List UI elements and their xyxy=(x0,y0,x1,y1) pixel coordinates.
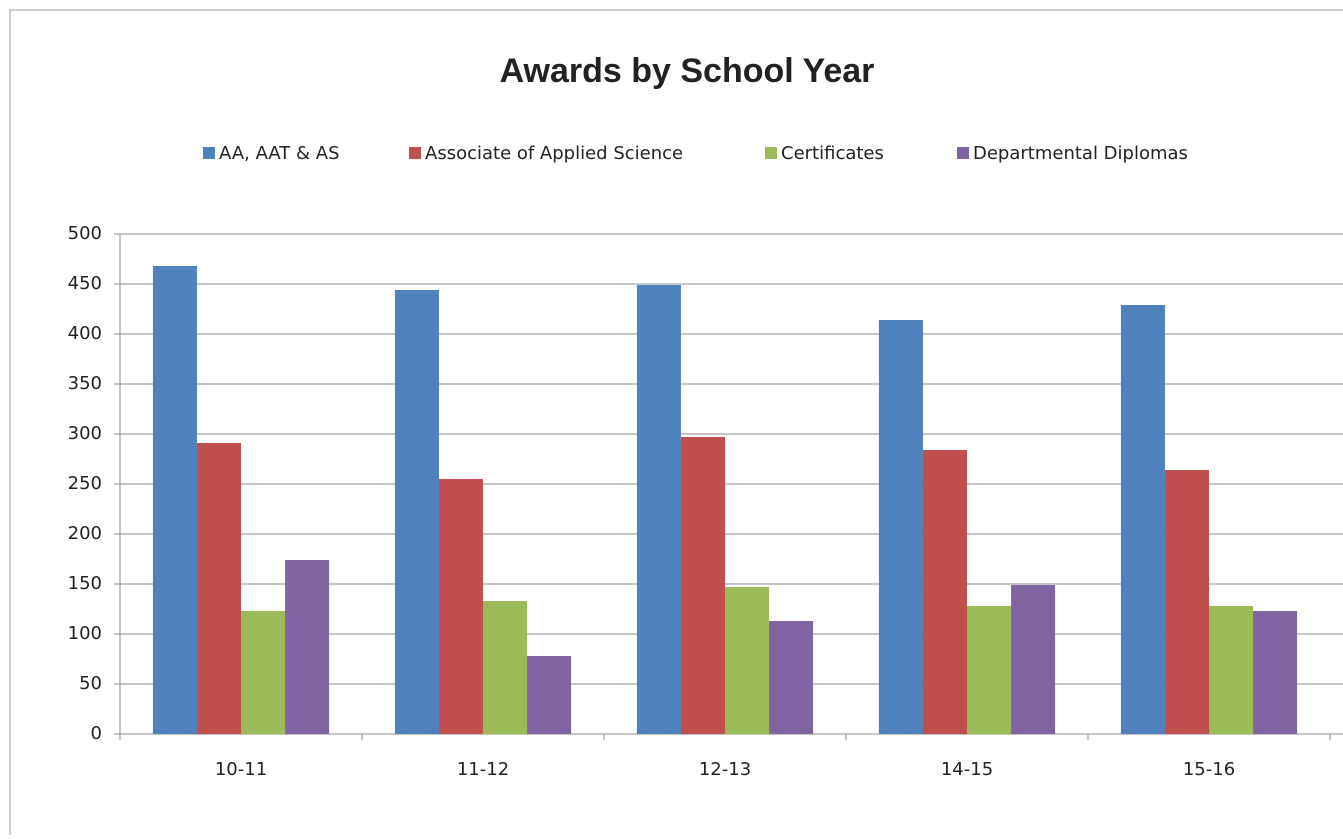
bar xyxy=(1209,606,1254,734)
bar xyxy=(1011,585,1056,734)
bar xyxy=(394,290,439,734)
bar xyxy=(967,606,1012,734)
y-tick-label: 250 xyxy=(68,473,102,494)
legend-label: Associate of Applied Science xyxy=(425,143,683,164)
bar xyxy=(152,266,197,734)
legend-swatch xyxy=(957,147,969,159)
bar xyxy=(725,587,770,734)
legend-label: AA, AAT & AS xyxy=(219,143,340,164)
x-tick-label: 12-13 xyxy=(699,759,751,780)
y-tick-label: 150 xyxy=(68,573,102,594)
bar xyxy=(769,621,814,734)
y-tick-label: 500 xyxy=(68,223,102,244)
legend-label: Certificates xyxy=(781,143,884,164)
bar xyxy=(922,450,967,734)
legend-label: Departmental Diplomas xyxy=(973,143,1188,164)
y-tick-label: 400 xyxy=(68,323,102,344)
bar xyxy=(196,443,241,734)
bar xyxy=(527,656,572,734)
y-tick-label: 450 xyxy=(68,273,102,294)
y-tick-label: 100 xyxy=(68,623,102,644)
x-tick-label: 10-11 xyxy=(215,759,267,780)
legend-swatch xyxy=(765,147,777,159)
bar xyxy=(285,560,330,734)
y-tick-label: 0 xyxy=(91,723,102,744)
x-tick-label: 14-15 xyxy=(941,759,993,780)
bar xyxy=(241,611,286,734)
bar xyxy=(1253,611,1298,734)
bar xyxy=(1164,470,1209,734)
x-tick-label: 15-16 xyxy=(1183,759,1235,780)
legend-swatch xyxy=(409,147,421,159)
chart-title: Awards by School Year xyxy=(500,52,875,90)
x-tick-label: 11-12 xyxy=(457,759,509,780)
y-tick-label: 300 xyxy=(68,423,102,444)
y-tick-label: 50 xyxy=(79,673,102,694)
bar xyxy=(636,285,681,734)
bar xyxy=(438,479,483,734)
bar xyxy=(878,320,923,734)
bar xyxy=(1120,305,1165,734)
y-tick-label: 200 xyxy=(68,523,102,544)
y-tick-label: 350 xyxy=(68,373,102,394)
bar xyxy=(680,437,725,734)
bar xyxy=(483,601,528,734)
legend-swatch xyxy=(203,147,215,159)
